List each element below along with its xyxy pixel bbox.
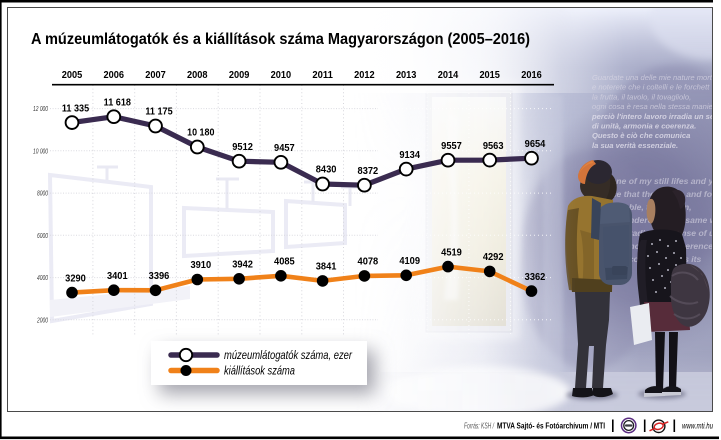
svg-text:Guardate una delle mie nature: Guardate una delle mie nature mort bbox=[592, 73, 713, 82]
svg-text:6000: 6000 bbox=[37, 233, 48, 240]
svg-text:9134: 9134 bbox=[399, 150, 420, 161]
svg-text:ogni cosa è resa nella stessa: ogni cosa è resa nella stessa manier bbox=[592, 102, 716, 111]
svg-text:2016: 2016 bbox=[521, 70, 542, 81]
svg-text:Questo è ciò che comunica: Questo è ciò che comunica bbox=[592, 131, 690, 140]
svg-text:2015: 2015 bbox=[479, 70, 500, 81]
svg-text:2013: 2013 bbox=[396, 70, 417, 81]
svg-text:it, the table, the napkin,: it, the table, the napkin, bbox=[596, 202, 692, 212]
svg-text:3362: 3362 bbox=[525, 272, 546, 283]
svg-text:4519: 4519 bbox=[441, 247, 462, 258]
svg-text:3401: 3401 bbox=[107, 271, 128, 282]
svg-text:4085: 4085 bbox=[274, 257, 295, 268]
svg-text:8372: 8372 bbox=[358, 166, 379, 177]
svg-text:2012: 2012 bbox=[354, 70, 375, 81]
svg-text:11 175: 11 175 bbox=[145, 107, 173, 118]
svg-text:8430: 8430 bbox=[316, 165, 337, 176]
svg-text:2008: 2008 bbox=[187, 70, 208, 81]
svg-text:4109: 4109 bbox=[399, 256, 420, 267]
svg-text:Forrás: KSH /: Forrás: KSH / bbox=[464, 422, 495, 431]
svg-text:9654: 9654 bbox=[525, 139, 546, 150]
svg-text:9512: 9512 bbox=[232, 142, 253, 153]
svg-text:MTVA Sajtó- és Fotóarchívum /: MTVA Sajtó- és Fotóarchívum / MTI bbox=[497, 422, 605, 431]
svg-text:A múzeumlátogatók és a kiállít: A múzeumlátogatók és a kiállítások száma… bbox=[31, 31, 530, 48]
svg-text:2006: 2006 bbox=[104, 70, 125, 81]
svg-text:3910: 3910 bbox=[190, 260, 211, 271]
svg-text:4292: 4292 bbox=[483, 252, 504, 263]
svg-text:4000: 4000 bbox=[37, 275, 48, 282]
svg-text:3396: 3396 bbox=[149, 271, 170, 282]
svg-text:2007: 2007 bbox=[145, 70, 166, 81]
svg-text:perciò l'intero lavoro irradia: perciò l'intero lavoro irradia un sen bbox=[591, 112, 719, 121]
svg-text:at one of my still lifes and y: at one of my still lifes and you bbox=[601, 176, 721, 186]
svg-text:la frutta, il tavolo, il tovag: la frutta, il tavolo, il tovagliolo, bbox=[592, 92, 691, 101]
svg-text:10 000: 10 000 bbox=[33, 148, 48, 155]
svg-text:2000: 2000 bbox=[36, 317, 48, 324]
svg-text:3290: 3290 bbox=[65, 273, 86, 284]
svg-text:kiállítások száma: kiállítások száma bbox=[224, 364, 295, 378]
svg-text:9563: 9563 bbox=[483, 141, 504, 152]
svg-text:11 618: 11 618 bbox=[104, 97, 132, 108]
svg-text:3942: 3942 bbox=[232, 260, 253, 271]
svg-text:9457: 9457 bbox=[274, 143, 295, 154]
svg-text:2009: 2009 bbox=[229, 70, 250, 81]
svg-text:8000: 8000 bbox=[37, 191, 48, 198]
svg-text:11 335: 11 335 bbox=[62, 103, 90, 114]
svg-text:www.mti.hu: www.mti.hu bbox=[682, 421, 714, 430]
svg-text:12 000: 12 000 bbox=[33, 106, 48, 113]
svg-text:múzeumlátogatók száma, ezer: múzeumlátogatók száma, ezer bbox=[224, 348, 353, 362]
svg-text:2005: 2005 bbox=[62, 70, 83, 81]
svg-text:2010: 2010 bbox=[271, 70, 292, 81]
svg-text:3841: 3841 bbox=[316, 262, 337, 273]
svg-text:la sua verità essenziale.: la sua verità essenziale. bbox=[592, 141, 678, 150]
svg-text:2014: 2014 bbox=[438, 70, 459, 81]
svg-text:e noterete che i coltelli e le: e noterete che i coltelli e le forchett bbox=[592, 83, 710, 92]
svg-text:di unità, armonia e coerenza.: di unità, armonia e coerenza. bbox=[592, 122, 696, 131]
svg-text:2011: 2011 bbox=[312, 70, 333, 81]
svg-text:10 180: 10 180 bbox=[187, 128, 215, 139]
svg-text:9557: 9557 bbox=[441, 141, 462, 152]
svg-text:4078: 4078 bbox=[358, 257, 379, 268]
